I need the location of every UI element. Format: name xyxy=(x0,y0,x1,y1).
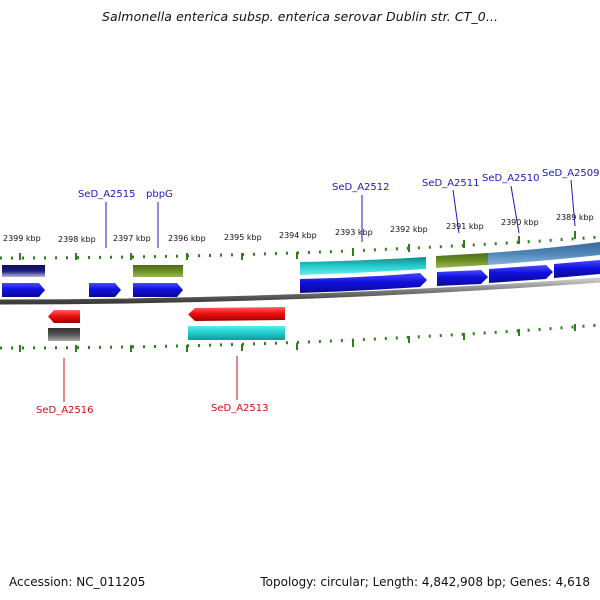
tick-label: 2394 kbp xyxy=(279,231,317,240)
cds-row-forward xyxy=(2,260,600,297)
gene-feature-teal[interactable] xyxy=(188,326,285,340)
feature-row-upper xyxy=(2,242,600,277)
gene-label-pbpg[interactable]: pbpG xyxy=(146,189,173,200)
cds-arrow-forward[interactable] xyxy=(489,265,553,283)
cds-arrow-forward[interactable] xyxy=(300,273,427,293)
tick-label: 2399 kbp xyxy=(3,234,41,243)
gene-labels: SeD_A2515 pbpG SeD_A2512 SeD_A2511 SeD_A… xyxy=(36,168,600,416)
cds-arrow-forward[interactable] xyxy=(554,260,600,278)
topology-summary: Topology: circular; Length: 4,842,908 bp… xyxy=(260,575,590,589)
gene-feature-navy[interactable] xyxy=(2,265,45,277)
map-title: Salmonella enterica subsp. enterica sero… xyxy=(101,9,499,24)
tick-label: 2390 kbp xyxy=(501,218,539,227)
gene-feature-steel[interactable] xyxy=(488,242,600,265)
gene-feature-olive[interactable] xyxy=(133,265,183,277)
gene-label-sed-a2512[interactable]: SeD_A2512 xyxy=(332,182,390,193)
feature-row-lower xyxy=(48,326,285,341)
cds-arrow-reverse[interactable] xyxy=(188,307,285,321)
gene-feature-gray[interactable] xyxy=(48,328,80,341)
cds-arrow-forward[interactable] xyxy=(133,283,183,297)
tick-label: 2392 kbp xyxy=(390,225,428,234)
gene-label-sed-a2511[interactable]: SeD_A2511 xyxy=(422,178,480,189)
tick-label: 2396 kbp xyxy=(168,234,206,243)
tick-label: 2391 kbp xyxy=(446,222,484,231)
cds-arrow-reverse[interactable] xyxy=(48,310,80,323)
cds-arrow-forward[interactable] xyxy=(437,270,488,286)
lower-tick-track xyxy=(0,323,600,350)
tick-label: 2397 kbp xyxy=(113,234,151,243)
major-ticks-upper xyxy=(19,231,576,260)
label-leaders xyxy=(63,179,576,402)
gene-label-sed-a2509[interactable]: SeD_A2509 xyxy=(542,168,600,179)
tick-label: 2395 kbp xyxy=(224,233,262,242)
tick-label: 2389 kbp xyxy=(556,213,594,222)
genome-backbone xyxy=(0,277,600,305)
cds-arrow-forward[interactable] xyxy=(89,283,121,297)
tick-label: 2398 kbp xyxy=(58,235,96,244)
accession-text: Accession: NC_011205 xyxy=(9,575,146,589)
cds-arrow-forward[interactable] xyxy=(2,283,45,297)
major-ticks-lower xyxy=(19,324,576,352)
gene-label-sed-a2516[interactable]: SeD_A2516 xyxy=(36,405,94,416)
gene-label-sed-a2513[interactable]: SeD_A2513 xyxy=(211,403,269,414)
tick-labels: 2399 kbp 2398 kbp 2397 kbp 2396 kbp 2395… xyxy=(3,213,594,244)
gene-feature-teal[interactable] xyxy=(300,257,426,275)
tick-label: 2393 kbp xyxy=(335,228,373,237)
cds-row-reverse xyxy=(48,307,285,323)
gene-label-sed-a2510[interactable]: SeD_A2510 xyxy=(482,173,540,184)
gene-feature-olive[interactable] xyxy=(436,253,488,268)
gene-label-sed-a2515[interactable]: SeD_A2515 xyxy=(78,189,136,200)
